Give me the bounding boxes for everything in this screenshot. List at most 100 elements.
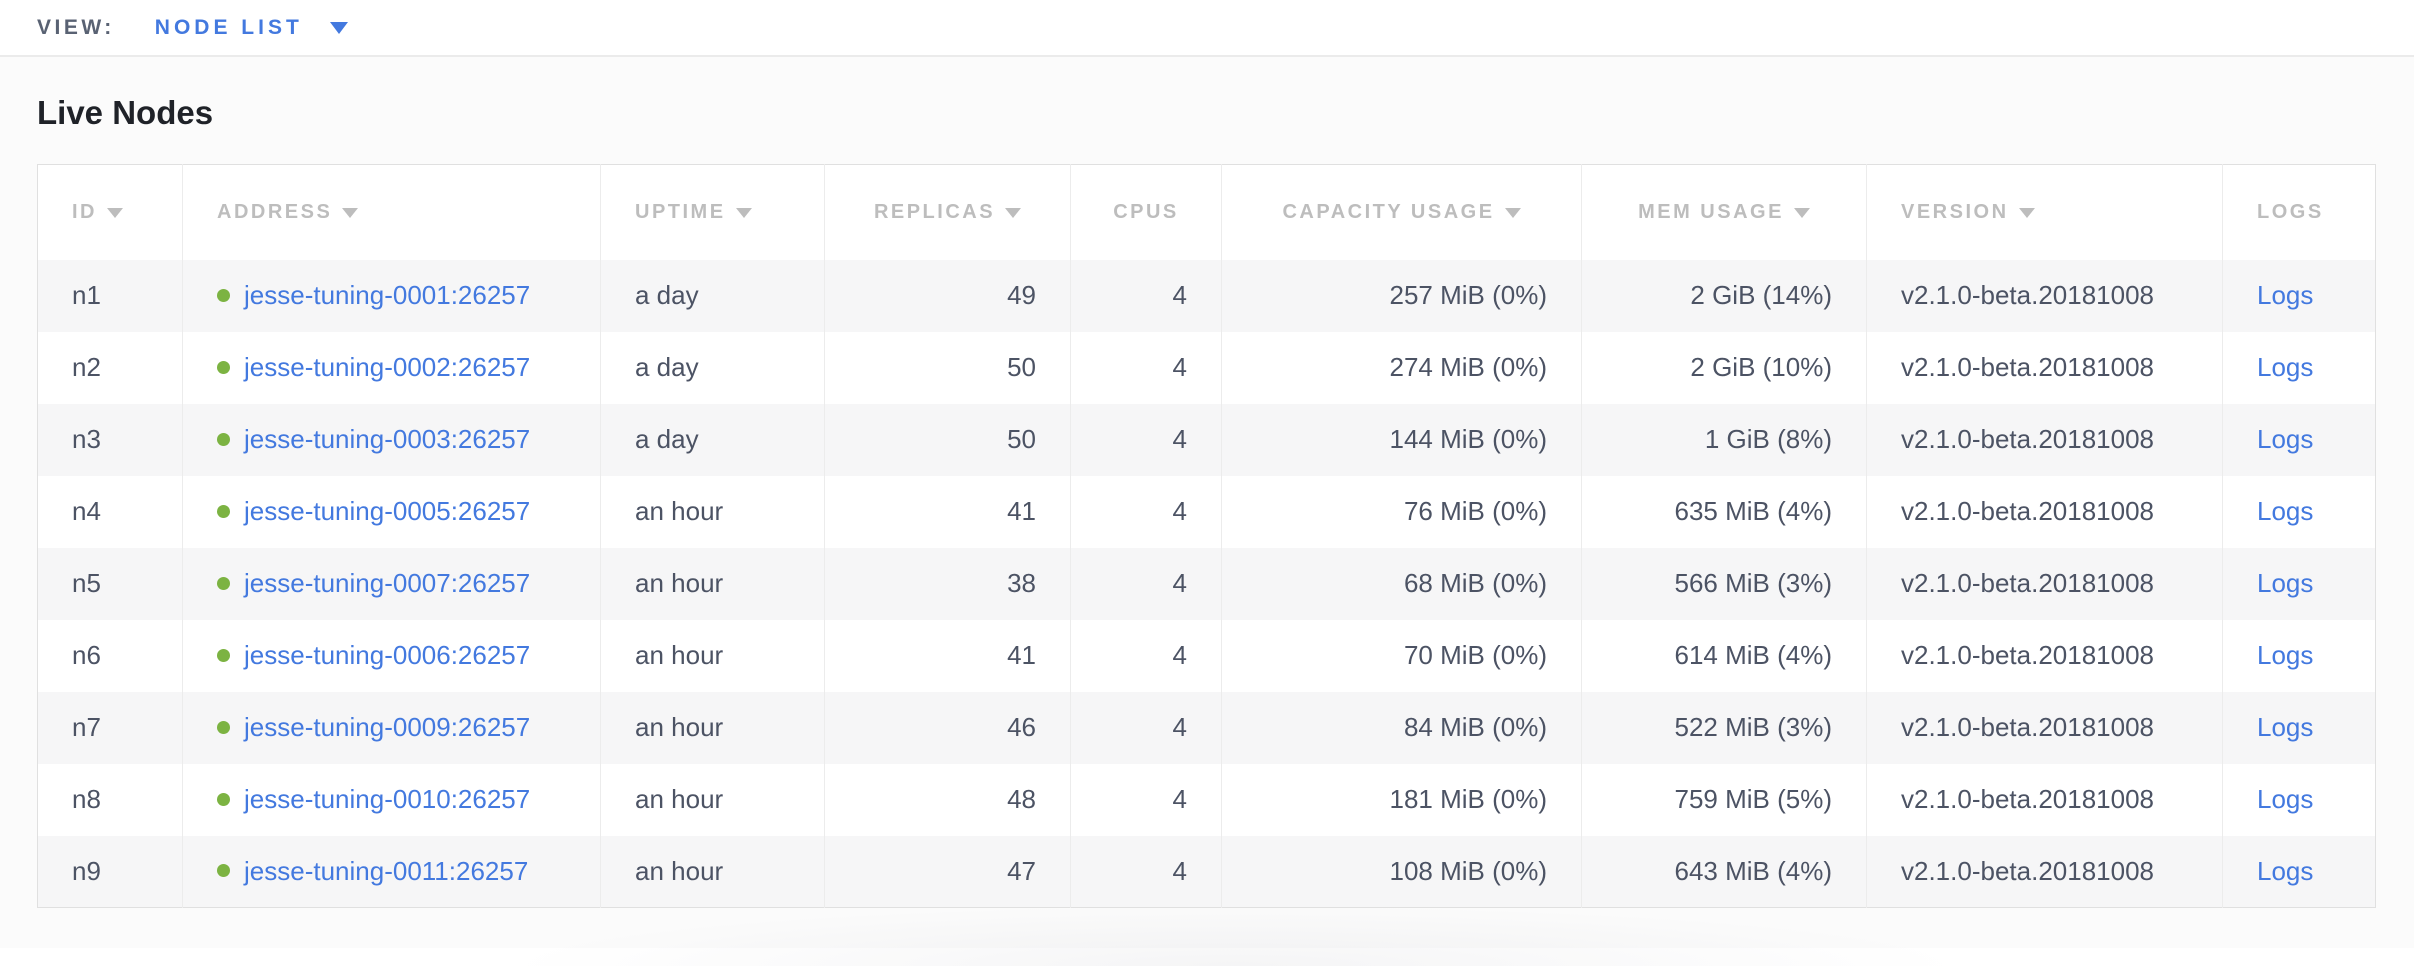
node-address-link[interactable]: jesse-tuning-0001:26257 [244,280,531,310]
cell-version: v2.1.0-beta.20181008 [1866,475,2223,548]
cell-value: n7 [72,712,101,742]
node-address-link[interactable]: jesse-tuning-0006:26257 [244,640,531,670]
node-live-status-icon [217,432,230,446]
column-header-uptime[interactable]: UPTIME [600,164,825,260]
logs-link[interactable]: Logs [2257,784,2314,814]
cell-value: n8 [72,784,101,814]
cell-value: 50 [1007,424,1036,454]
cell-address: jesse-tuning-0010:26257 [182,763,601,836]
node-address-link[interactable]: jesse-tuning-0011:26257 [244,855,529,886]
cell-version: v2.1.0-beta.20181008 [1866,403,2223,476]
column-header-label: CPUS [1113,200,1179,223]
cell-cpus: 4 [1070,835,1222,908]
cell-capacity_usage: 257 MiB (0%) [1221,259,1582,332]
cell-value: a day [635,424,699,454]
cell-logs: Logs [2222,475,2376,548]
cell-value: n3 [72,424,101,454]
cell-value: 4 [1172,352,1187,382]
cell-value: 759 MiB (5%) [1674,784,1833,814]
logs-link[interactable]: Logs [2257,496,2314,526]
cell-value: 643 MiB (4%) [1674,855,1833,886]
cell-value: n2 [72,352,101,382]
logs-link[interactable]: Logs [2257,640,2314,670]
cell-value: 635 MiB (4%) [1674,496,1833,526]
cell-id: n1 [37,259,183,332]
cell-value: an hour [635,640,724,670]
table-row: n9 jesse-tuning-0011:26257 an hour 47 4 108 M… [37,835,2376,908]
cell-value: a day [635,352,699,382]
cell-replicas: 38 [824,547,1071,620]
cell-uptime: a day [600,331,825,404]
node-address-link[interactable]: jesse-tuning-0010:26257 [244,784,531,814]
column-header-label: ADDRESS [217,200,333,223]
column-header-logs: LOGS [2222,164,2376,260]
logs-link[interactable]: Logs [2257,712,2314,742]
cell-value: an hour [635,855,724,886]
cell-value: 4 [1172,424,1187,454]
cell-value: 1 GiB (8%) [1704,424,1832,454]
cell-cpus: 4 [1070,763,1222,836]
logs-link[interactable]: Logs [2257,568,2314,598]
cell-address: jesse-tuning-0009:26257 [182,691,601,764]
cell-value: 70 MiB (0%) [1403,640,1547,670]
node-live-status-icon [217,792,230,806]
cell-logs: Logs [2222,259,2376,332]
column-header-mem_usage[interactable]: MEM USAGE [1581,164,1867,260]
cell-capacity_usage: 108 MiB (0%) [1221,835,1582,908]
column-header-label: ID [72,200,97,223]
logs-link[interactable]: Logs [2257,424,2314,454]
node-live-status-icon [217,360,230,374]
node-address-link[interactable]: jesse-tuning-0007:26257 [244,568,531,598]
page-title: Live Nodes [37,94,214,131]
column-header-address[interactable]: ADDRESS [182,164,601,260]
node-address-link[interactable]: jesse-tuning-0003:26257 [244,424,531,454]
cell-value: 108 MiB (0%) [1389,855,1548,886]
cell-version: v2.1.0-beta.20181008 [1866,835,2223,908]
cell-value: 144 MiB (0%) [1389,424,1548,454]
node-address-link[interactable]: jesse-tuning-0005:26257 [244,496,531,526]
column-header-id[interactable]: ID [37,164,183,260]
column-header-replicas[interactable]: REPLICAS [824,164,1071,260]
cell-value: 614 MiB (4%) [1674,640,1833,670]
column-header-label: LOGS [2257,200,2324,223]
cell-uptime: a day [600,403,825,476]
node-live-status-icon [217,504,230,518]
view-selector-dropdown[interactable]: NODE LIST [155,16,348,40]
cell-value: n5 [72,568,101,598]
node-live-status-icon [217,576,230,590]
cell-version: v2.1.0-beta.20181008 [1866,763,2223,836]
logs-link[interactable]: Logs [2257,280,2314,310]
cell-id: n4 [37,475,183,548]
cell-value: an hour [635,496,724,526]
cell-replicas: 47 [824,835,1071,908]
logs-link[interactable]: Logs [2257,352,2314,382]
cell-mem_usage: 566 MiB (3%) [1581,547,1867,620]
node-address-link[interactable]: jesse-tuning-0002:26257 [244,352,531,382]
cell-value: n6 [72,640,101,670]
cell-mem_usage: 614 MiB (4%) [1581,619,1867,692]
table-row: n3 jesse-tuning-0003:26257 a day 50 4 144 MiB… [37,403,2376,476]
cell-uptime: an hour [600,691,825,764]
node-live-status-icon [217,288,230,302]
column-header-version[interactable]: VERSION [1866,164,2223,260]
cell-value: v2.1.0-beta.20181008 [1901,568,2154,598]
view-bar: VIEW: NODE LIST [0,0,2414,57]
cell-uptime: an hour [600,475,825,548]
node-live-status-icon [217,720,230,734]
cell-logs: Logs [2222,835,2376,908]
column-header-capacity_usage[interactable]: CAPACITY USAGE [1221,164,1582,260]
cell-logs: Logs [2222,403,2376,476]
cell-capacity_usage: 84 MiB (0%) [1221,691,1582,764]
cell-mem_usage: 2 GiB (14%) [1581,259,1867,332]
sort-desc-icon [735,207,752,218]
cell-id: n8 [37,763,183,836]
cell-value: n1 [72,280,101,310]
live-nodes-section: Live Nodes ID ADDRESS UPTIME REPLICAS CPUS CA… [0,57,2414,966]
table-header-row: ID ADDRESS UPTIME REPLICAS CPUS CAPACITY USAG… [37,164,2376,260]
cell-value: 49 [1007,280,1036,310]
cell-value: 257 MiB (0%) [1389,280,1548,310]
node-address-link[interactable]: jesse-tuning-0009:26257 [244,712,531,742]
cell-address: jesse-tuning-0011:26257 [182,835,601,908]
logs-link[interactable]: Logs [2257,855,2314,886]
cell-value: 41 [1007,640,1036,670]
